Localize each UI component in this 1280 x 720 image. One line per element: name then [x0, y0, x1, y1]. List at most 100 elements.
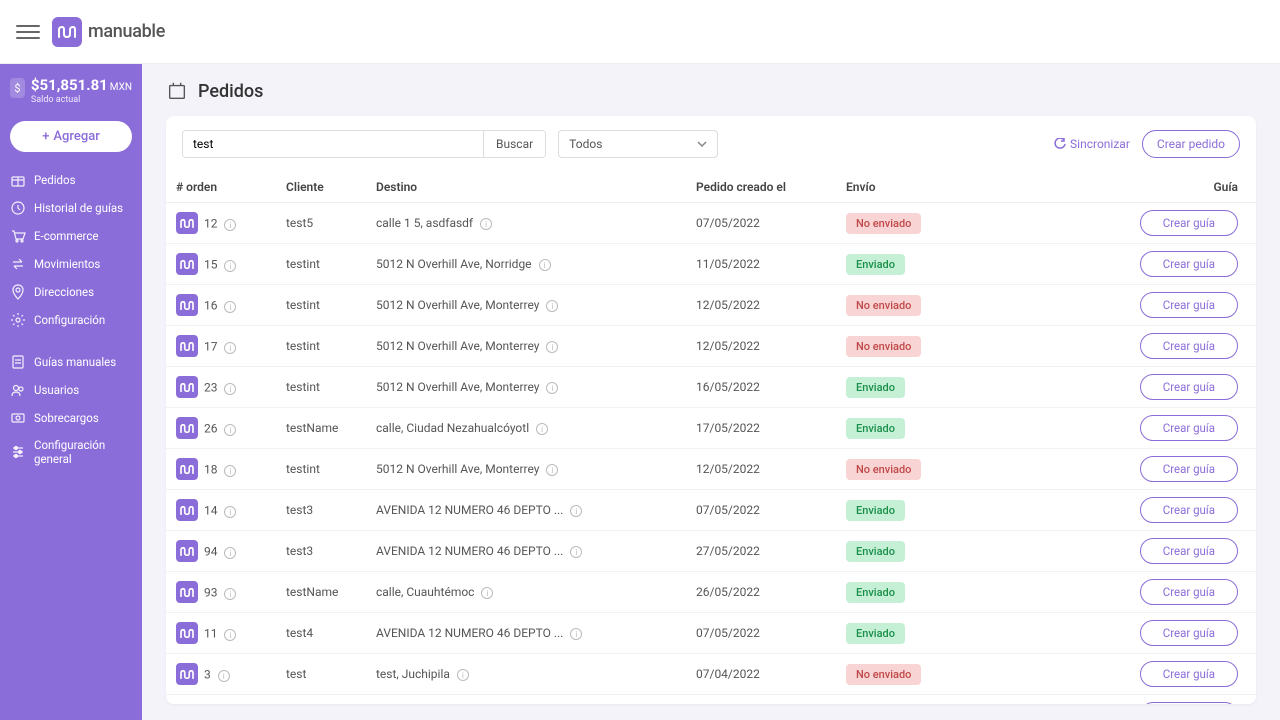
- create-guide-button[interactable]: Crear guía: [1140, 702, 1238, 704]
- cell-client: test5: [276, 203, 366, 244]
- create-guide-button[interactable]: Crear guía: [1140, 456, 1238, 482]
- cell-dest: calle 1 5, asdfasdf: [376, 216, 473, 230]
- create-guide-button[interactable]: Crear guía: [1140, 251, 1238, 277]
- order-number: 11: [204, 627, 218, 641]
- controls-bar: Buscar Todos Sincronizar Crear pedido: [166, 116, 1256, 172]
- info-icon[interactable]: i: [224, 383, 236, 395]
- table-row: 93 itestNamecalle, Cuauhtémoc i26/05/202…: [166, 572, 1256, 613]
- info-icon[interactable]: i: [224, 547, 236, 559]
- sidebar-item-pin[interactable]: Direcciones: [0, 278, 142, 306]
- info-icon[interactable]: i: [570, 505, 582, 517]
- create-guide-button[interactable]: Crear guía: [1140, 579, 1238, 605]
- row-logo-icon: [176, 581, 198, 603]
- sidebar-item-package[interactable]: Pedidos: [0, 166, 142, 194]
- sliders-icon: [10, 444, 26, 460]
- search-button[interactable]: Buscar: [483, 131, 545, 157]
- sync-link[interactable]: Sincronizar: [1054, 137, 1130, 151]
- create-guide-button[interactable]: Crear guía: [1140, 333, 1238, 359]
- sidebar-item-gear[interactable]: Configuración: [0, 306, 142, 334]
- cell-date: 26/05/2022: [686, 572, 836, 613]
- sidebar-item-doc[interactable]: Guías manuales: [0, 348, 142, 376]
- table-row: 94 itest3AVENIDA 12 NUMERO 46 DEPTO ... …: [166, 531, 1256, 572]
- info-icon[interactable]: i: [546, 300, 558, 312]
- info-icon[interactable]: i: [570, 628, 582, 640]
- sidebar-item-users[interactable]: Usuarios: [0, 376, 142, 404]
- add-button[interactable]: + Agregar: [10, 121, 132, 152]
- sidebar: $ $51,851.81MXN Saldo actual + Agregar P…: [0, 64, 142, 720]
- status-badge: Enviado: [846, 541, 905, 562]
- row-logo-icon: [176, 622, 198, 644]
- info-icon[interactable]: i: [224, 506, 236, 518]
- info-icon[interactable]: i: [224, 588, 236, 600]
- info-icon[interactable]: i: [224, 260, 236, 272]
- hamburger-icon[interactable]: [16, 20, 40, 44]
- sidebar-item-label: Guías manuales: [34, 355, 116, 369]
- logo-mark-icon: [52, 17, 82, 47]
- cell-date: 07/05/2022: [686, 490, 836, 531]
- info-icon[interactable]: i: [546, 464, 558, 476]
- info-icon[interactable]: i: [481, 587, 493, 599]
- row-logo-icon: [176, 253, 198, 275]
- users-icon: [10, 382, 26, 398]
- create-guide-button[interactable]: Crear guía: [1140, 210, 1238, 236]
- create-order-button[interactable]: Crear pedido: [1142, 130, 1240, 158]
- order-number: 16: [204, 299, 218, 313]
- sidebar-item-label: Configuración: [34, 313, 105, 327]
- sidebar-item-history[interactable]: Historial de guías: [0, 194, 142, 222]
- create-guide-button[interactable]: Crear guía: [1140, 661, 1238, 687]
- nav-secondary: Guías manuales UsuariosSobrecargosConfigu…: [0, 348, 142, 472]
- info-icon[interactable]: i: [224, 219, 236, 231]
- create-guide-button[interactable]: Crear guía: [1140, 415, 1238, 441]
- create-guide-button[interactable]: Crear guía: [1140, 374, 1238, 400]
- logo[interactable]: manuable: [52, 17, 165, 47]
- info-icon[interactable]: i: [536, 423, 548, 435]
- cell-date: 27/05/2022: [686, 531, 836, 572]
- create-guide-button[interactable]: Crear guía: [1140, 538, 1238, 564]
- chevron-down-icon: [697, 141, 707, 147]
- status-badge: No enviado: [846, 295, 921, 316]
- row-logo-icon: [176, 540, 198, 562]
- info-icon[interactable]: i: [224, 424, 236, 436]
- info-icon[interactable]: i: [457, 669, 469, 681]
- sidebar-item-money[interactable]: Sobrecargos: [0, 404, 142, 432]
- row-logo-icon: [176, 663, 198, 685]
- info-icon[interactable]: i: [539, 259, 551, 271]
- order-number: 18: [204, 463, 218, 477]
- info-icon[interactable]: i: [224, 301, 236, 313]
- order-number: 17: [204, 340, 218, 354]
- cell-date: 16/05/2022: [686, 367, 836, 408]
- info-icon[interactable]: i: [218, 670, 230, 682]
- info-icon[interactable]: i: [546, 382, 558, 394]
- cell-client: testint: [276, 367, 366, 408]
- cell-dest: AVENIDA 12 NUMERO 46 DEPTO ...: [376, 544, 563, 558]
- sidebar-item-swap[interactable]: Movimientos: [0, 250, 142, 278]
- info-icon[interactable]: i: [224, 342, 236, 354]
- cell-date: 12/05/2022: [686, 285, 836, 326]
- search-input[interactable]: [183, 131, 483, 157]
- cell-client: testint: [276, 285, 366, 326]
- cell-dest: calle, Cuauhtémoc: [376, 585, 474, 599]
- cell-dest: AVENIDA 12 NUMERO 46 DEPTO ...: [376, 626, 563, 640]
- sidebar-item-cart[interactable]: E-commerce: [0, 222, 142, 250]
- main: Pedidos Buscar Todos Sincronizar Crear p…: [142, 64, 1280, 720]
- info-icon[interactable]: i: [570, 546, 582, 558]
- sidebar-item-sliders[interactable]: Configuración general: [0, 432, 142, 472]
- info-icon[interactable]: i: [224, 465, 236, 477]
- orders-card: Buscar Todos Sincronizar Crear pedido: [166, 116, 1256, 704]
- status-badge: Enviado: [846, 254, 905, 275]
- cell-date: 07/05/2022: [686, 613, 836, 654]
- sync-label: Sincronizar: [1070, 137, 1130, 151]
- sync-icon: [1054, 138, 1066, 150]
- row-logo-icon: [176, 376, 198, 398]
- create-guide-button[interactable]: Crear guía: [1140, 292, 1238, 318]
- page-header: Pedidos: [166, 80, 1256, 102]
- filter-select[interactable]: Todos: [558, 130, 718, 158]
- create-guide-button[interactable]: Crear guía: [1140, 620, 1238, 646]
- cell-date: 07/04/2022: [686, 654, 836, 695]
- history-icon: [10, 200, 26, 216]
- create-guide-button[interactable]: Crear guía: [1140, 497, 1238, 523]
- info-icon[interactable]: i: [480, 218, 492, 230]
- info-icon[interactable]: i: [224, 629, 236, 641]
- cell-date: 07/05/2022: [686, 203, 836, 244]
- info-icon[interactable]: i: [546, 341, 558, 353]
